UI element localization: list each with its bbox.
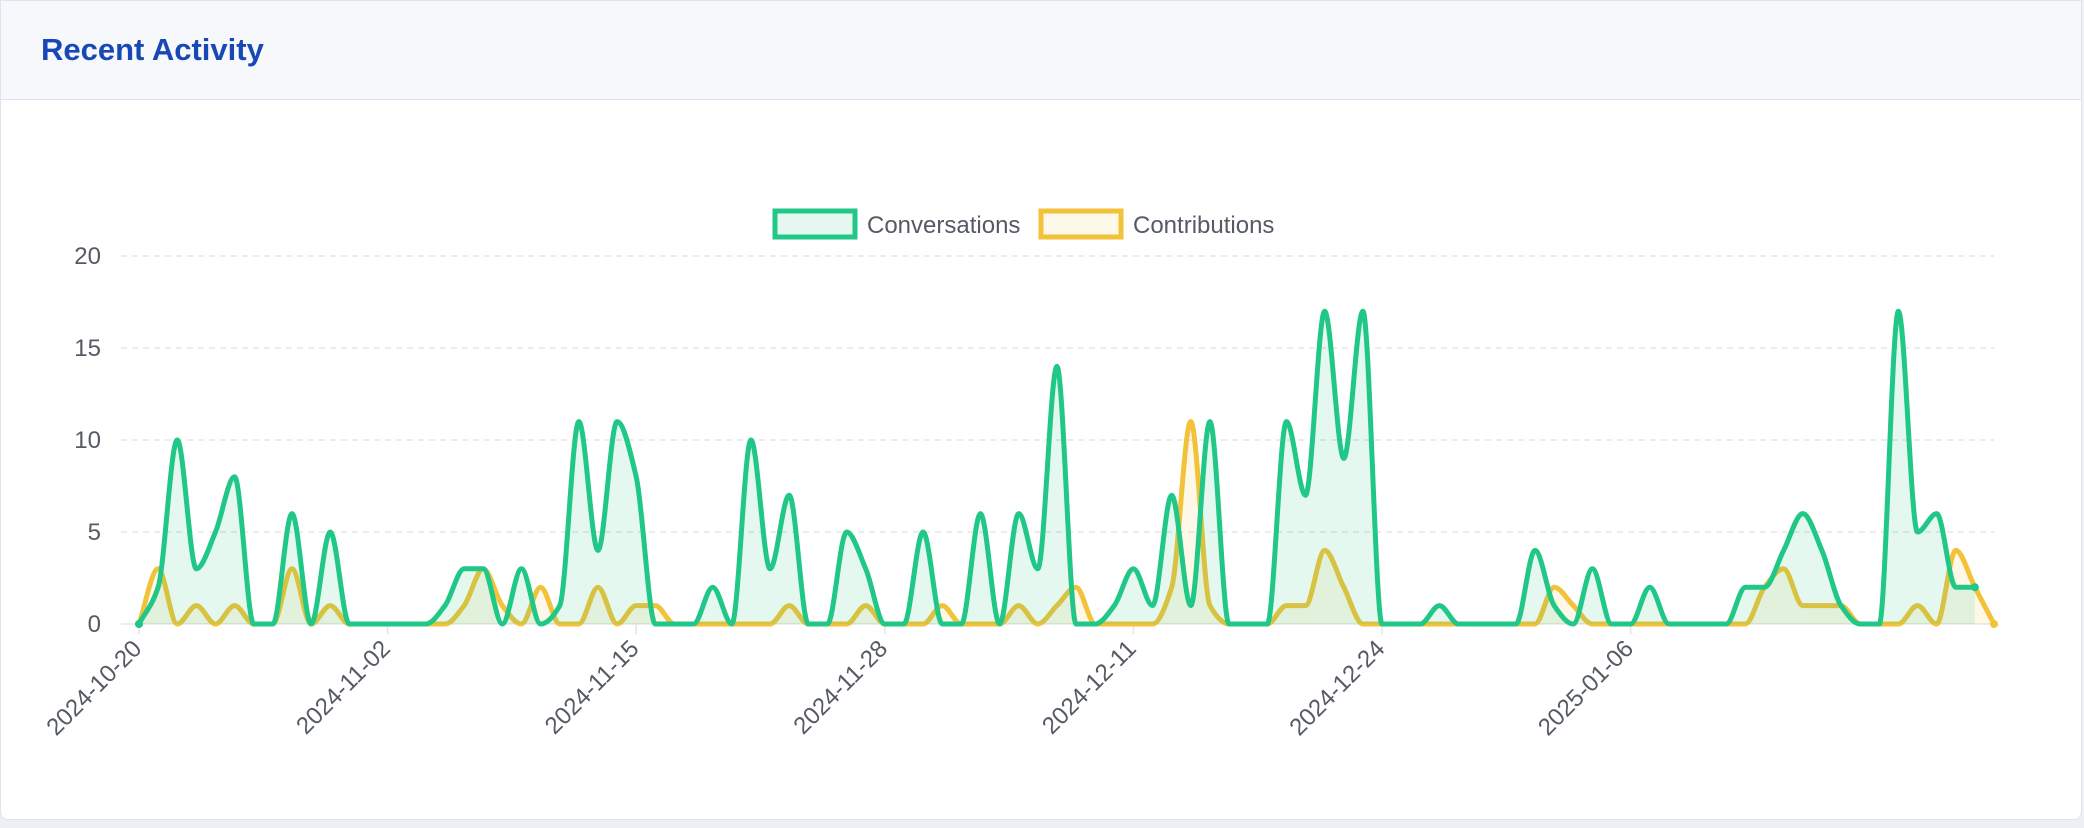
x-tick-label: 2025-01-06: [1533, 635, 1639, 741]
activity-chart: 0 5 10 15 20 2024-10-20 2024-11-02 2024-11-15 20…: [41, 208, 1998, 741]
y-tick-label: 10: [74, 427, 101, 454]
card-header: Recent Activity: [1, 1, 2081, 100]
conversations-line: [136, 308, 1978, 627]
y-tick-label: 20: [74, 243, 101, 270]
y-tick-label: 5: [88, 519, 101, 546]
x-tick-label: 2024-12-11: [1037, 635, 1142, 740]
x-tick-label: 2024-12-24: [1284, 635, 1390, 741]
conversations-point: [135, 620, 143, 628]
conversations-legend-label: Conversations: [867, 212, 1020, 239]
x-tick-label: 2024-11-15: [540, 635, 645, 740]
contributions-legend-swatch: [1038, 208, 1124, 240]
card-title: Recent Activity: [41, 32, 264, 67]
x-tick-label: 2024-10-20: [41, 635, 147, 741]
x-tick-label: 2024-11-02: [291, 635, 396, 740]
conversations-point: [1970, 583, 1979, 592]
y-tick-label: 0: [88, 611, 101, 638]
conversations-area: [139, 311, 1975, 624]
contributions-point: [1990, 620, 1998, 628]
conversations-legend-swatch: [772, 208, 858, 240]
y-tick-label: 15: [74, 335, 101, 362]
x-tick-label: 2024-11-28: [788, 635, 893, 740]
contributions-legend-label: Contributions: [1133, 212, 1274, 239]
